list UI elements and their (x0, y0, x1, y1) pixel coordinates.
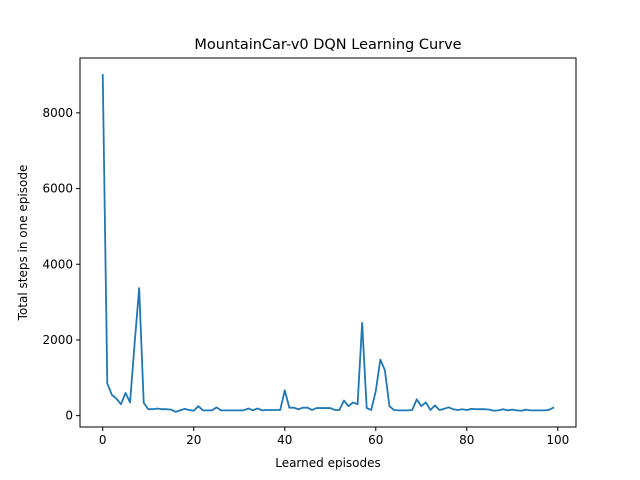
x-axis-label: Learned episodes (275, 456, 381, 470)
x-tick-label: 80 (459, 433, 474, 447)
plot-area (101, 74, 555, 413)
y-axis: 0 2000 4000 6000 8000 (42, 106, 80, 423)
x-tick-label: 0 (99, 433, 107, 447)
x-axis: 0 20 40 60 80 100 (99, 427, 569, 447)
series-line (101, 74, 555, 413)
chart-title: MountainCar-v0 DQN Learning Curve (194, 37, 461, 53)
x-tick-label: 40 (277, 433, 292, 447)
x-tick-label: 100 (546, 433, 569, 447)
y-tick-label: 6000 (42, 182, 73, 196)
x-tick-label: 60 (368, 433, 383, 447)
y-tick-label: 2000 (42, 333, 73, 347)
y-axis-label: Total steps in one episode (16, 165, 30, 322)
y-tick-label: 8000 (42, 106, 73, 120)
y-tick-label: 0 (65, 409, 73, 423)
plot-frame (79, 57, 577, 428)
x-tick-label: 20 (186, 433, 201, 447)
y-tick-label: 4000 (42, 257, 73, 271)
